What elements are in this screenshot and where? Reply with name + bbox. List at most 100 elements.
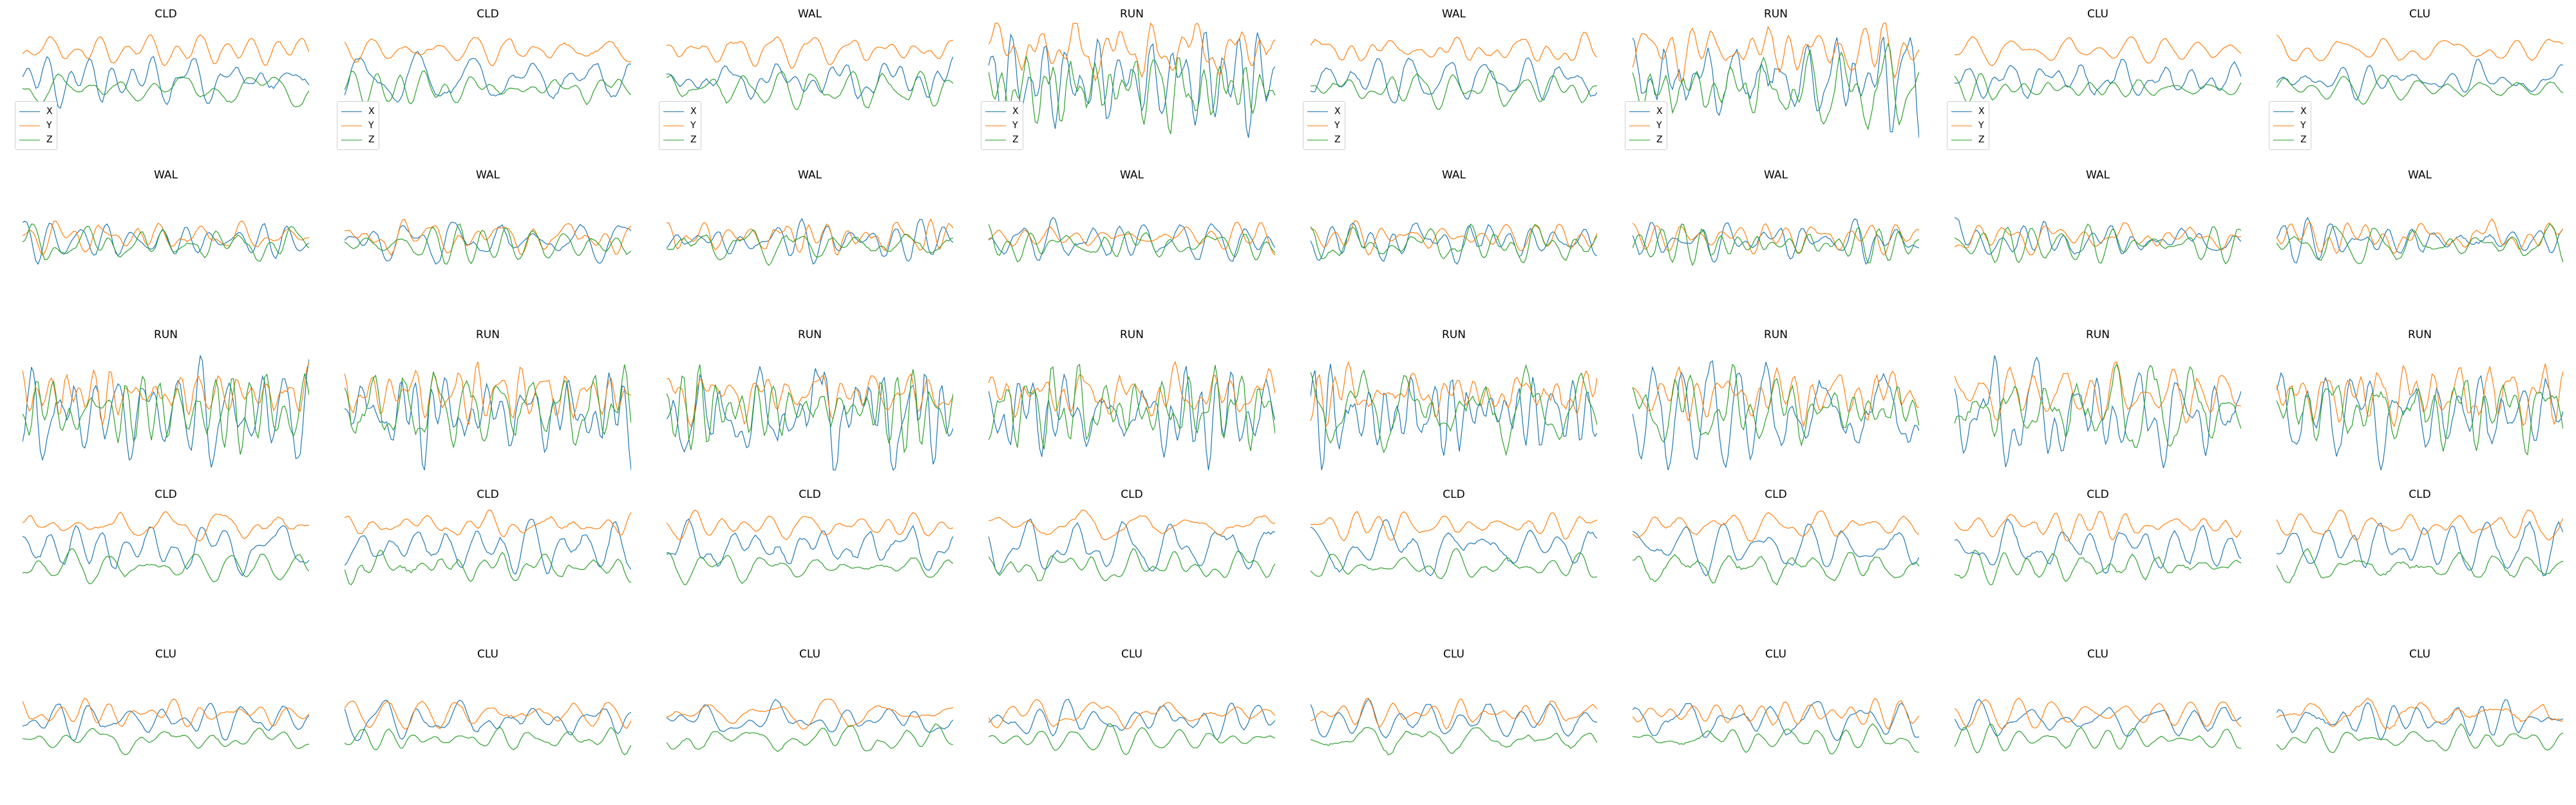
legend-entry: Y: [985, 118, 1019, 133]
series-line-x: [1311, 57, 1597, 104]
legend-label: Y: [690, 120, 696, 131]
series-line-y: [1311, 32, 1597, 62]
series-line-y: [1311, 511, 1597, 542]
legend-label: X: [690, 106, 697, 117]
legend-entry: X: [341, 104, 375, 118]
subplot-title: RUN: [476, 328, 500, 341]
subplot-title: CLD: [155, 8, 177, 21]
subplot-panel: CLU: [1955, 648, 2241, 791]
legend-label: X: [368, 106, 375, 117]
subplot-panel: RUN: [1955, 328, 2241, 471]
subplot-title: RUN: [2086, 328, 2110, 341]
series-line-y: [1633, 223, 1919, 256]
subplot-plot-area: [1955, 511, 2241, 585]
series-line-y: [1633, 697, 1919, 730]
subplot-plot-area: [989, 509, 1275, 582]
series-line-y: [1955, 361, 2241, 424]
subplot-plot-area: [1633, 360, 1919, 471]
series-line-y: [667, 509, 953, 541]
subplot-plot-area: [1633, 218, 1919, 267]
legend-entry: X: [2273, 104, 2307, 118]
series-line-x: [23, 525, 309, 577]
subplot-panel: CLD: [667, 488, 953, 631]
series-line-z: [2277, 75, 2563, 105]
subplot-plot-area: [667, 218, 953, 266]
subplot-title: CLU: [1443, 648, 1464, 661]
series-line-z: [1633, 552, 1919, 585]
subplot-panel: CLU: [989, 648, 1275, 791]
series-line-z: [989, 56, 1275, 135]
legend-entry: Y: [1307, 118, 1341, 133]
subplot-plot-area: [667, 509, 953, 585]
series-line-x: [989, 699, 1275, 741]
subplot-panel: RUN: [1633, 328, 1919, 471]
legend-label: X: [1334, 106, 1341, 117]
subplot-panel: WAL X Y Z: [659, 8, 953, 151]
subplot-panel: WAL: [667, 169, 953, 312]
series-line-y: [1955, 511, 2241, 542]
subplot-title: CLU: [2409, 648, 2430, 661]
series-line-z: [345, 549, 631, 585]
subplot-plot-area: [2277, 509, 2563, 583]
series-line-x: [2277, 699, 2563, 741]
subplot-panel: CLU X Y Z: [2269, 8, 2563, 151]
legend-entry: Z: [341, 133, 375, 147]
series-line-y: [1633, 366, 1919, 428]
subplot-title: RUN: [154, 328, 178, 341]
series-line-z: [667, 229, 953, 266]
subplot-title: CLU: [1765, 648, 1786, 661]
series-line-x: [1311, 519, 1597, 576]
series-line-y: [1311, 361, 1597, 428]
legend-swatch: [1629, 111, 1650, 112]
subplot-title: WAL: [1120, 169, 1144, 182]
subplot-plot-area: [23, 511, 309, 585]
series-line-z: [989, 223, 1275, 263]
legend-label: Y: [1334, 120, 1340, 131]
subplot-panel: CLD: [23, 488, 309, 631]
series-line-y: [667, 218, 953, 256]
series-line-z: [2277, 223, 2563, 265]
legend-label: Y: [46, 120, 52, 131]
series-line-y: [23, 511, 309, 542]
series-line-y: [1633, 23, 1919, 84]
subplot-plot-area: [2277, 697, 2563, 753]
series-line-z: [23, 728, 309, 755]
legend-swatch: [663, 111, 684, 112]
subplot-panel: RUN X Y Z: [1625, 8, 1919, 151]
series-line-z: [1955, 723, 2241, 753]
legend-entry: X: [663, 104, 697, 118]
series-line-y: [1311, 220, 1597, 256]
subplot-plot-area: [345, 509, 631, 585]
legend-entry: Y: [663, 118, 697, 133]
series-line-y: [989, 22, 1275, 82]
series-line-z: [345, 70, 631, 106]
subplot-title: WAL: [476, 169, 500, 182]
series-line-z: [989, 363, 1275, 451]
legend-label: Z: [1334, 135, 1341, 145]
subplot-panel: CLD: [345, 488, 631, 631]
series-line-x: [345, 518, 631, 575]
subplot-plot-area: [23, 697, 309, 755]
subplot-plot-area: [345, 699, 631, 755]
subplot-panel: CLD: [2277, 488, 2563, 631]
legend-label: Z: [690, 135, 697, 145]
series-line-x: [667, 518, 953, 571]
subplot-plot-area: [345, 361, 631, 471]
series-line-y: [989, 509, 1275, 540]
legend-entry: Z: [2273, 133, 2307, 147]
series-line-y: [1955, 222, 2241, 256]
subplot-plot-area: [1311, 511, 1597, 580]
series-line-y: [23, 361, 309, 426]
series-line-z: [1633, 363, 1919, 447]
subplot-plot-area: [2277, 363, 2563, 471]
subplot-plot-area: [1311, 220, 1597, 265]
series-line-x: [989, 366, 1275, 471]
legend-entry: Y: [19, 118, 53, 133]
series-line-z: [23, 73, 309, 108]
legend-label: Z: [1978, 135, 1985, 145]
subplot-title: WAL: [2408, 169, 2432, 182]
